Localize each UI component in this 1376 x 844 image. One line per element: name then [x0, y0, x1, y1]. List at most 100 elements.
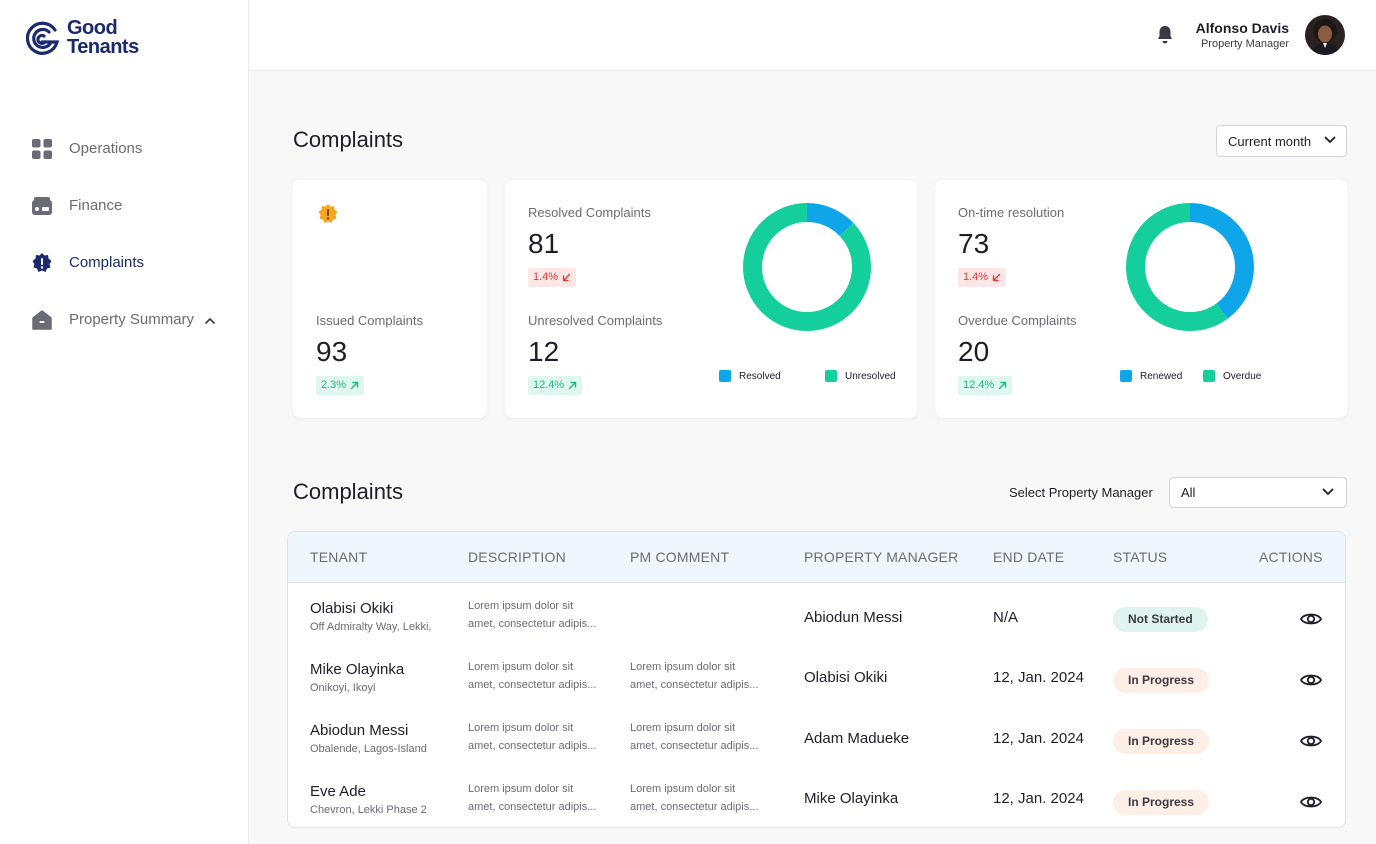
pm-comment-line: Lorem ipsum dolor sit	[630, 722, 736, 734]
tenant-address: Obalende, Lagos-Island	[310, 743, 427, 755]
tenant-name: Olabisi Okiki	[310, 600, 394, 617]
column-header-tenant[interactable]: TENANT	[310, 549, 368, 565]
sidebar: Good Tenants Operations Finance Complain…	[0, 0, 249, 844]
change-value: 12.4%	[533, 379, 565, 391]
table-row[interactable]: Mike Olayinka Onikoyi, Ikoyi Lorem ipsum…	[288, 653, 1345, 714]
alert-badge-icon	[318, 204, 338, 223]
legend-label: Overdue	[1223, 370, 1262, 382]
column-header-description[interactable]: DESCRIPTION	[468, 549, 566, 565]
description-cell: Lorem ipsum dolor sit amet, consectetur …	[468, 597, 618, 633]
chevron-up-icon[interactable]	[205, 311, 215, 328]
arrow-up-right-icon	[350, 381, 359, 390]
status-badge: In Progress	[1113, 729, 1210, 754]
legend-swatch	[1120, 370, 1132, 382]
column-header-end-date[interactable]: END DATE	[993, 549, 1065, 565]
change-badge: 1.4%	[958, 268, 1007, 287]
change-value: 1.4%	[963, 271, 989, 283]
description-line: Lorem ipsum dolor sit	[468, 783, 574, 795]
arrow-down-left-icon	[992, 273, 1001, 282]
pm-comment-cell: Lorem ipsum dolor sit amet, consectetur …	[630, 780, 780, 816]
status-badge: In Progress	[1113, 668, 1210, 693]
logo-icon	[25, 21, 60, 55]
tenant-cell: Eve Ade Chevron, Lekki Phase 2	[310, 783, 427, 816]
wallet-icon	[32, 196, 52, 216]
ontime-card: On-time resolution 73 1.4% Overdue Compl…	[935, 180, 1347, 418]
resolution-donut-chart	[743, 203, 871, 331]
manager-filter-select[interactable]: All	[1169, 477, 1347, 508]
description-cell: Lorem ipsum dolor sit amet, consectetur …	[468, 719, 618, 755]
complaints-table: TENANT DESCRIPTION PM COMMENT PROPERTY M…	[287, 531, 1346, 828]
chevron-down-icon	[1322, 488, 1334, 495]
tenant-cell: Abiodun Messi Obalende, Lagos-Island	[310, 722, 427, 755]
sidebar-item-label: Finance	[69, 197, 123, 214]
pm-comment-line: amet, consectetur adipis...	[630, 679, 759, 691]
sidebar-item-property-summary[interactable]: Property Summary	[0, 291, 249, 348]
view-eye-icon[interactable]	[1300, 611, 1322, 627]
table-row[interactable]: Eve Ade Chevron, Lekki Phase 2 Lorem ips…	[288, 775, 1345, 827]
change-badge: 1.4%	[528, 268, 577, 287]
legend-swatch	[719, 370, 731, 382]
pm-comment-line: amet, consectetur adipis...	[630, 740, 759, 752]
description-cell: Lorem ipsum dolor sit amet, consectetur …	[468, 658, 618, 694]
legend-label: Renewed	[1140, 370, 1183, 382]
legend-swatch	[1203, 370, 1215, 382]
logo-line2: Tenants	[67, 36, 139, 58]
top-bar: Alfonso Davis Property Manager	[250, 0, 1376, 71]
table-title: Complaints	[293, 479, 404, 504]
logo-text: Good Tenants	[67, 17, 139, 58]
change-value: 12.4%	[963, 379, 995, 391]
donut-slice-unresolved	[743, 203, 871, 331]
logo-line1: Good	[67, 17, 118, 39]
donut-slice-overdue	[1126, 203, 1254, 331]
pm-comment-line: Lorem ipsum dolor sit	[630, 783, 736, 795]
sidebar-item-complaints[interactable]: Complaints	[0, 234, 249, 291]
stat-label: On-time resolution	[958, 205, 1065, 220]
view-eye-icon[interactable]	[1300, 672, 1322, 688]
arrow-up-right-icon	[999, 381, 1007, 390]
property-manager-cell: Adam Madueke	[804, 730, 910, 747]
sidebar-item-label: Property Summary	[69, 311, 195, 328]
sidebar-item-operations[interactable]: Operations	[0, 120, 249, 177]
sidebar-item-finance[interactable]: Finance	[0, 177, 249, 234]
column-header-pm-comment[interactable]: PM COMMENT	[630, 549, 730, 565]
pm-comment-cell: Lorem ipsum dolor sit amet, consectetur …	[630, 658, 780, 694]
table-row[interactable]: Abiodun Messi Obalende, Lagos-Island Lor…	[288, 714, 1345, 775]
table-row[interactable]: Olabisi Okiki Off Admiralty Way, Lekki, …	[288, 592, 1345, 653]
legend-swatch	[825, 370, 837, 382]
view-eye-icon[interactable]	[1300, 794, 1322, 810]
column-header-property-manager[interactable]: PROPERTY MANAGER	[804, 549, 959, 565]
tenant-cell: Olabisi Okiki Off Admiralty Way, Lekki,	[310, 600, 431, 633]
column-header-status[interactable]: STATUS	[1113, 549, 1168, 565]
bell-icon[interactable]	[1156, 25, 1174, 45]
end-date-cell: N/A	[993, 609, 1019, 626]
column-header-actions: ACTIONS	[1259, 549, 1323, 565]
period-dropdown[interactable]: Current month	[1216, 125, 1347, 157]
pm-comment-cell: Lorem ipsum dolor sit amet, consectetur …	[630, 719, 780, 755]
stat-label: Unresolved Complaints	[528, 313, 663, 328]
change-badge: 12.4%	[528, 376, 583, 395]
property-manager-cell: Mike Olayinka	[804, 790, 899, 807]
tenant-cell: Mike Olayinka Onikoyi, Ikoyi	[310, 661, 404, 694]
change-badge: 2.3%	[316, 376, 365, 395]
legend-item: Resolved	[719, 370, 781, 382]
sidebar-item-label: Operations	[69, 140, 143, 157]
avatar[interactable]	[1305, 15, 1345, 55]
property-manager-cell: Abiodun Messi	[804, 609, 903, 626]
grid-icon	[32, 138, 52, 159]
tenant-address: Onikoyi, Ikoyi	[310, 682, 376, 694]
view-eye-icon[interactable]	[1300, 733, 1322, 749]
issued-complaints-card: Issued Complaints 93 2.3%	[293, 180, 487, 418]
alert-badge-icon	[32, 252, 52, 273]
description-line: Lorem ipsum dolor sit	[468, 661, 574, 673]
stat-label: Overdue Complaints	[958, 313, 1077, 328]
ontime-donut-chart	[1126, 203, 1254, 331]
stat-value: 81	[528, 228, 560, 259]
description-cell: Lorem ipsum dolor sit amet, consectetur …	[468, 780, 618, 816]
end-date-cell: 12, Jan. 2024	[993, 669, 1084, 686]
arrow-down-left-icon	[562, 273, 571, 282]
status-badge: Not Started	[1113, 607, 1208, 632]
change-value: 2.3%	[321, 379, 347, 391]
change-badge: 12.4%	[958, 376, 1013, 395]
logo[interactable]: Good Tenants	[22, 18, 139, 58]
tenant-address: Off Admiralty Way, Lekki,	[310, 621, 432, 633]
